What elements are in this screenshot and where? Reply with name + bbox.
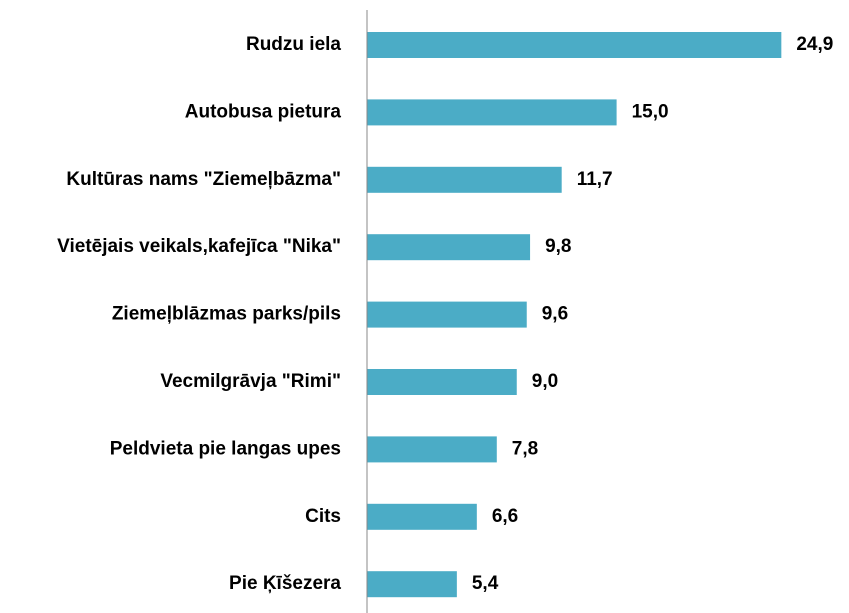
category-label: Ziemeļblāzmas parks/pils [112, 304, 341, 325]
category-label: Vietējais veikals,kafejīca "Nika" [57, 236, 341, 257]
category-label: Pie Ķīšezera [229, 573, 341, 594]
value-label: 11,7 [577, 169, 613, 190]
bar [367, 166, 562, 193]
bar [367, 436, 497, 463]
category-label: Cits [305, 506, 341, 527]
category-label: Vecmilgrāvja "Rimi" [160, 371, 341, 392]
value-label: 15,0 [632, 101, 669, 122]
value-label: 7,8 [512, 438, 538, 459]
bar [367, 32, 782, 58]
category-label: Kultūras nams "Ziemeļbāzma" [66, 169, 341, 190]
bar [367, 369, 517, 395]
bar [367, 234, 531, 261]
bar [367, 571, 457, 598]
value-label: 9,6 [542, 304, 568, 325]
category-label: Autobusa pietura [185, 101, 342, 122]
bar [367, 99, 617, 126]
bar [367, 503, 477, 530]
category-label: Peldvieta pie langas upes [110, 438, 341, 459]
category-label: Rudzu iela [246, 34, 341, 55]
value-label: 6,6 [492, 506, 518, 527]
value-label: 24,9 [796, 34, 833, 55]
bar [367, 301, 527, 328]
value-label: 9,8 [545, 236, 571, 257]
value-label: 5,4 [472, 573, 499, 594]
value-label: 9,0 [532, 371, 558, 392]
